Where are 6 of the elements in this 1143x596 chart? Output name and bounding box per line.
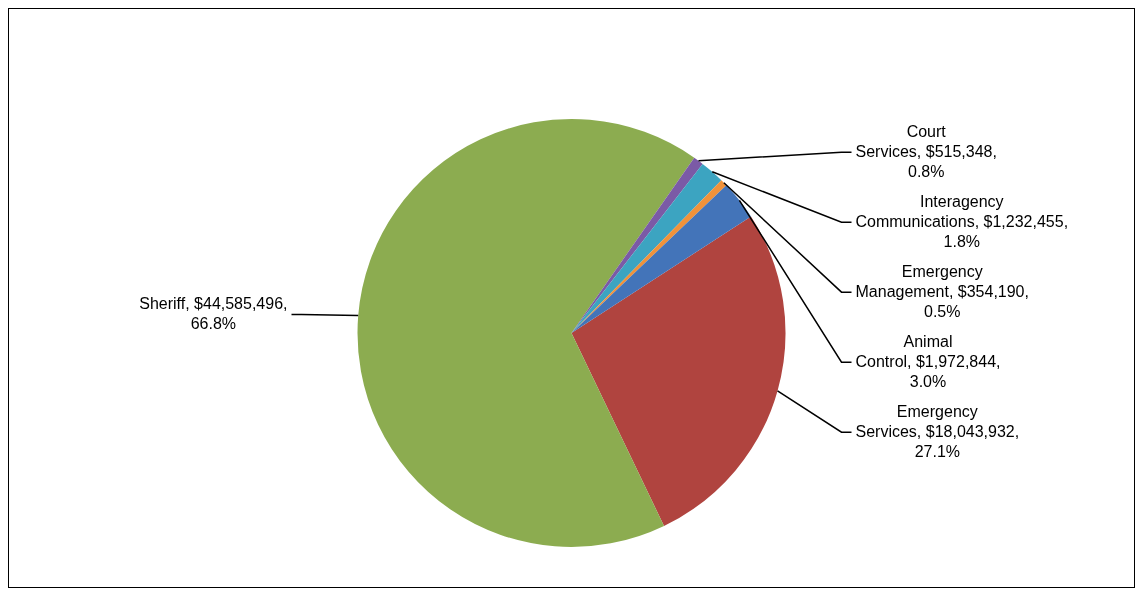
slice-label: Interagency Communications, $1,232,455, 1.8% bbox=[855, 192, 1069, 250]
slice-label: Sheriff, $44,585,496, 66.8% bbox=[139, 295, 288, 333]
slice-label: Emergency Management, $354,190, 0.5% bbox=[855, 262, 1029, 320]
slice-label: Emergency Services, $18,043,932, 27.1% bbox=[855, 402, 1020, 460]
slice-label: Animal Control, $1,972,844, 3.0% bbox=[855, 332, 1001, 390]
slice-label: Court Services, $515,348, 0.8% bbox=[855, 122, 997, 180]
